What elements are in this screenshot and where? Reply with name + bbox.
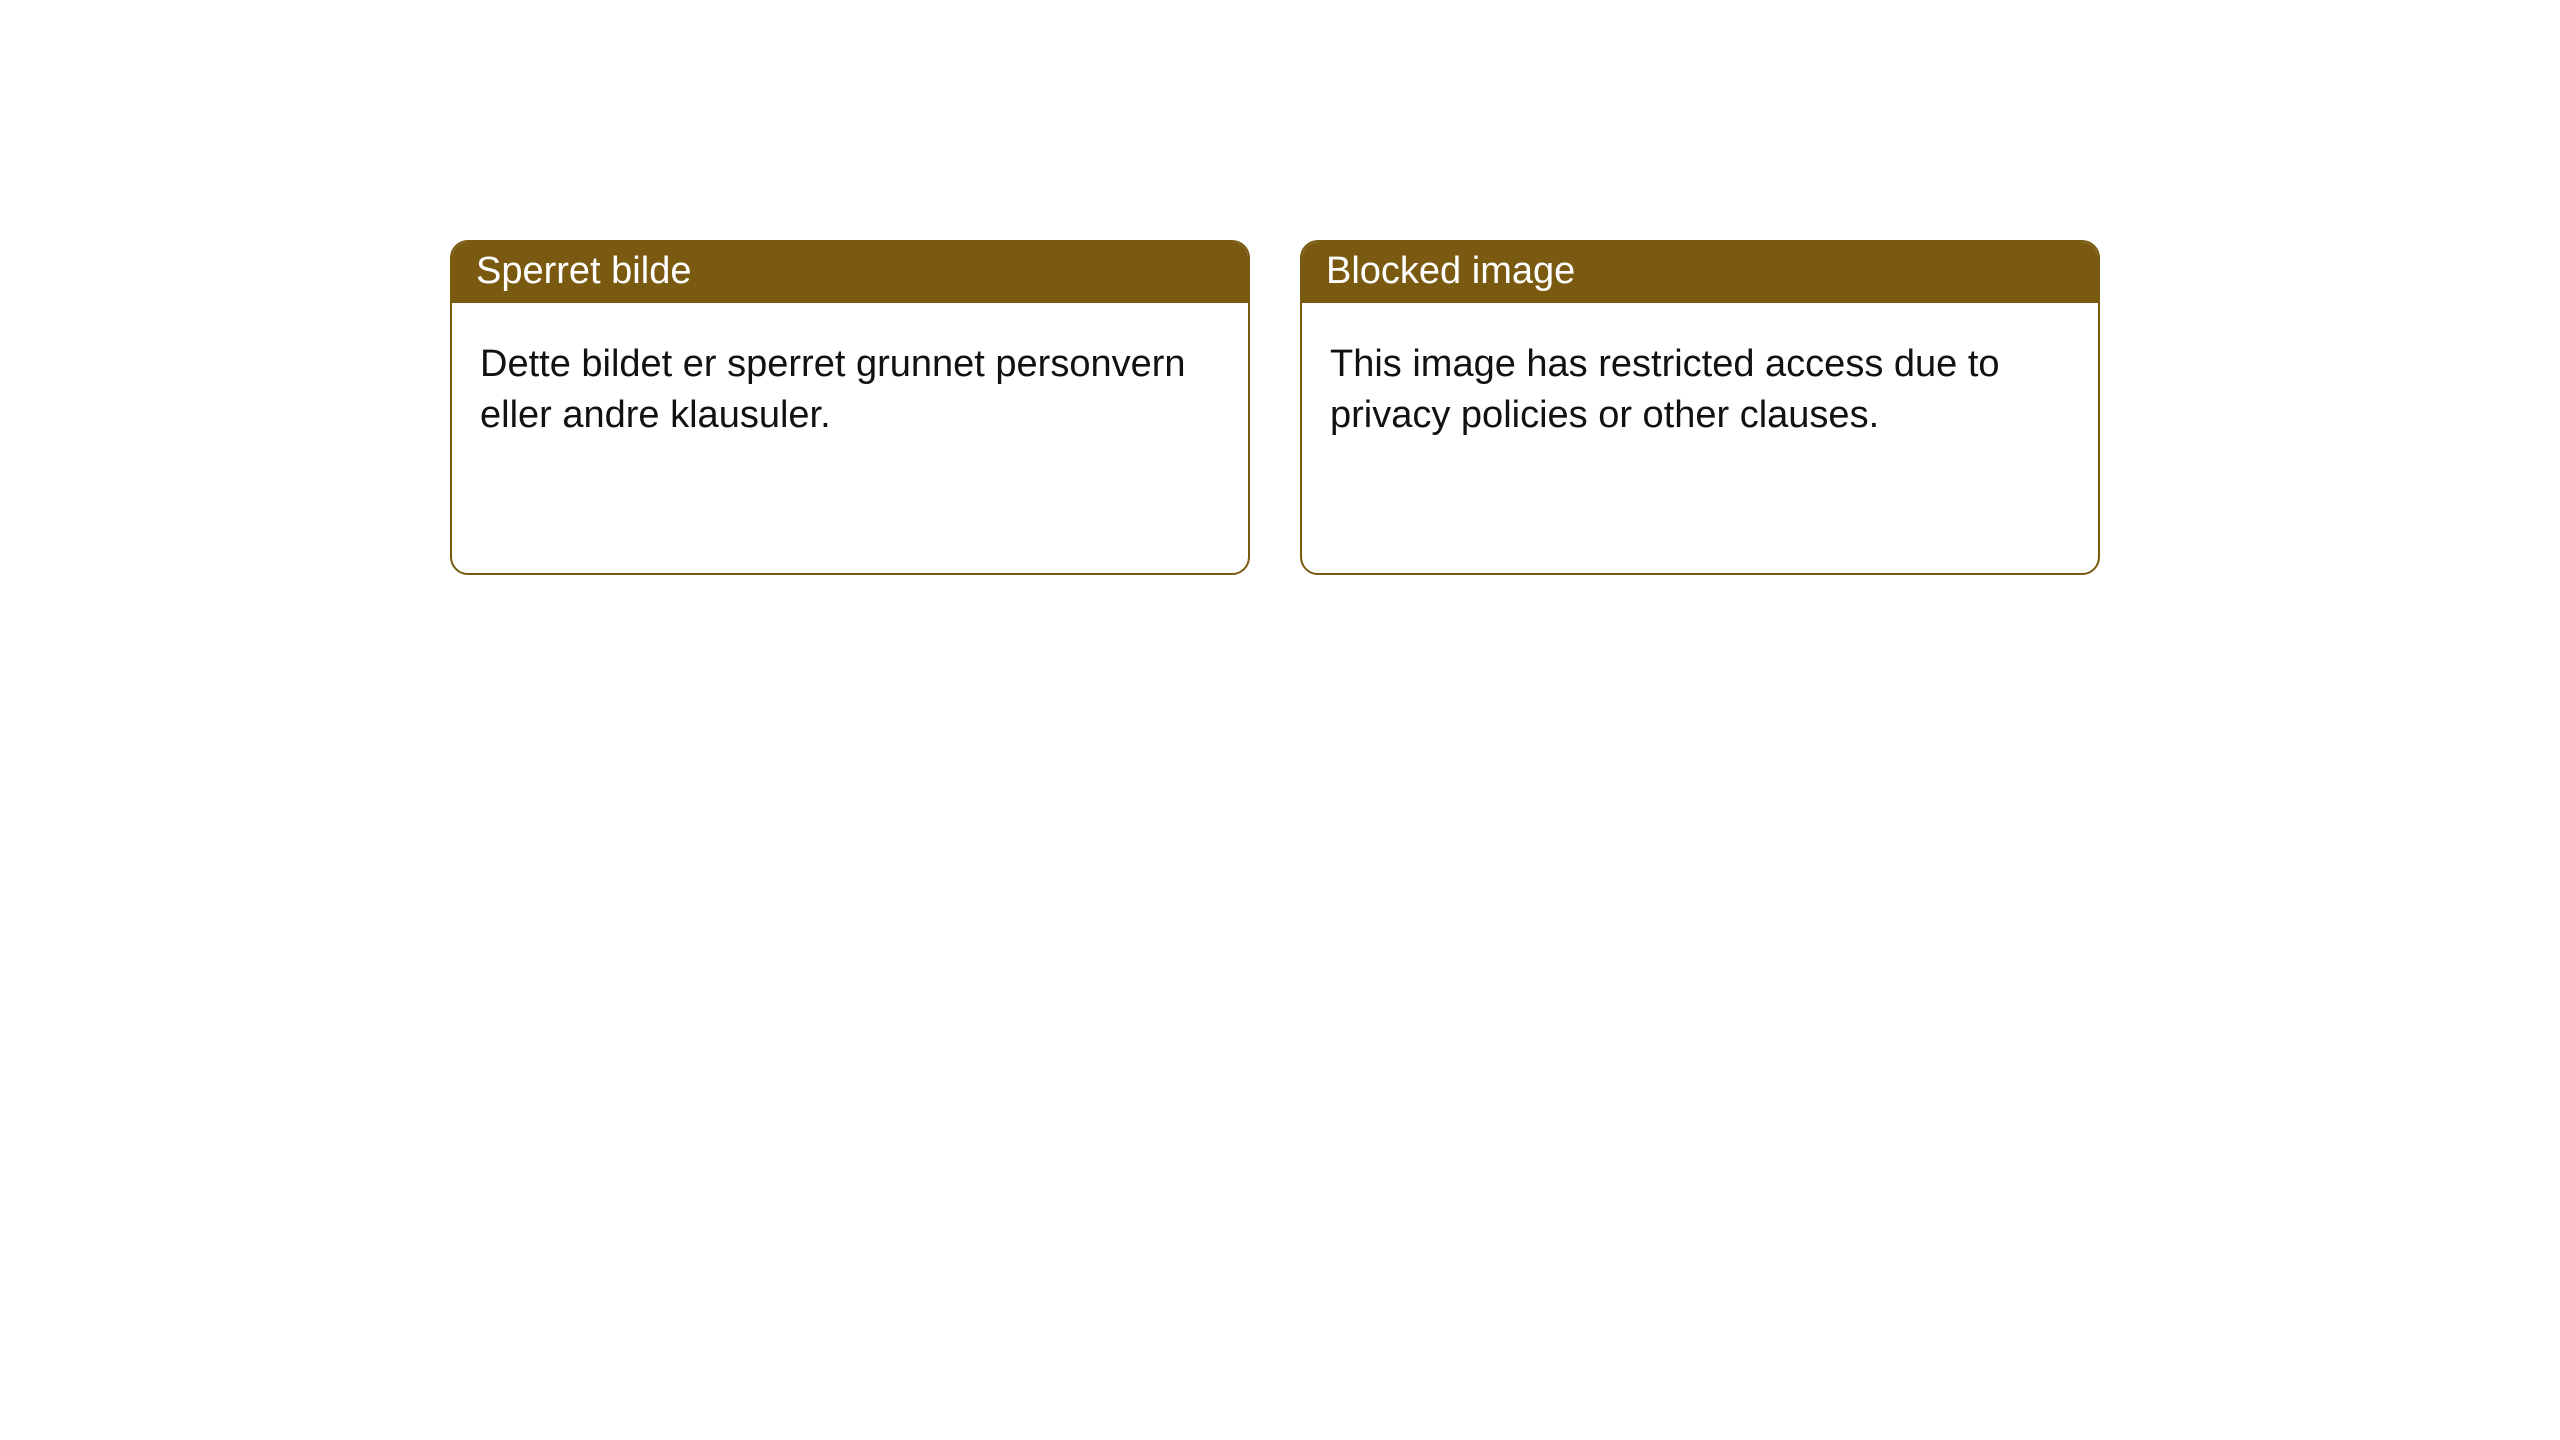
notice-card-body: Dette bildet er sperret grunnet personve… <box>452 303 1248 478</box>
notice-card-body: This image has restricted access due to … <box>1302 303 2098 478</box>
notice-card-header: Sperret bilde <box>452 242 1248 303</box>
notice-card-no: Sperret bilde Dette bildet er sperret gr… <box>450 240 1250 575</box>
notice-card-header: Blocked image <box>1302 242 2098 303</box>
notice-container: Sperret bilde Dette bildet er sperret gr… <box>0 0 2560 575</box>
notice-card-en: Blocked image This image has restricted … <box>1300 240 2100 575</box>
